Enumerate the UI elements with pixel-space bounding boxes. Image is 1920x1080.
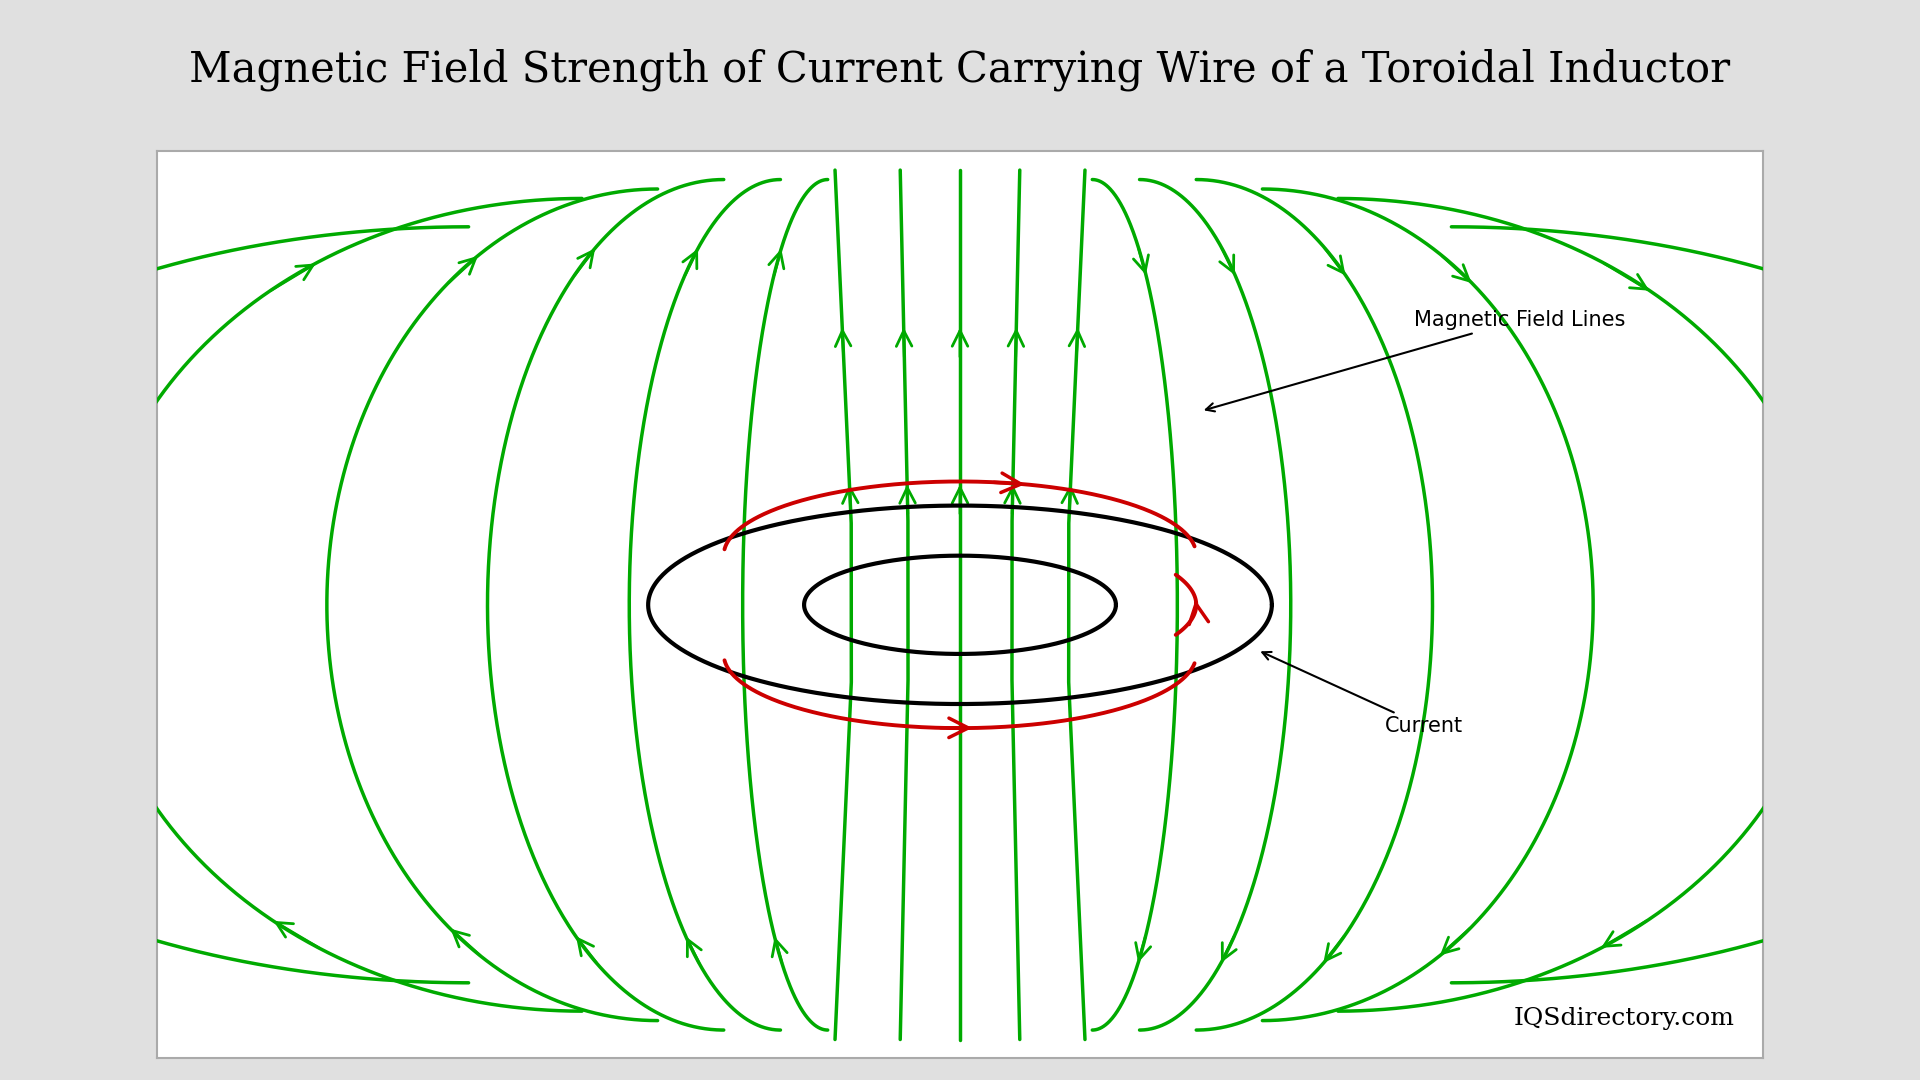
Text: Current: Current: [1261, 652, 1463, 737]
Text: IQSdirectory.com: IQSdirectory.com: [1515, 1007, 1736, 1030]
Text: Magnetic Field Strength of Current Carrying Wire of a Toroidal Inductor: Magnetic Field Strength of Current Carry…: [190, 49, 1730, 92]
Text: Magnetic Field Lines: Magnetic Field Lines: [1206, 310, 1624, 411]
